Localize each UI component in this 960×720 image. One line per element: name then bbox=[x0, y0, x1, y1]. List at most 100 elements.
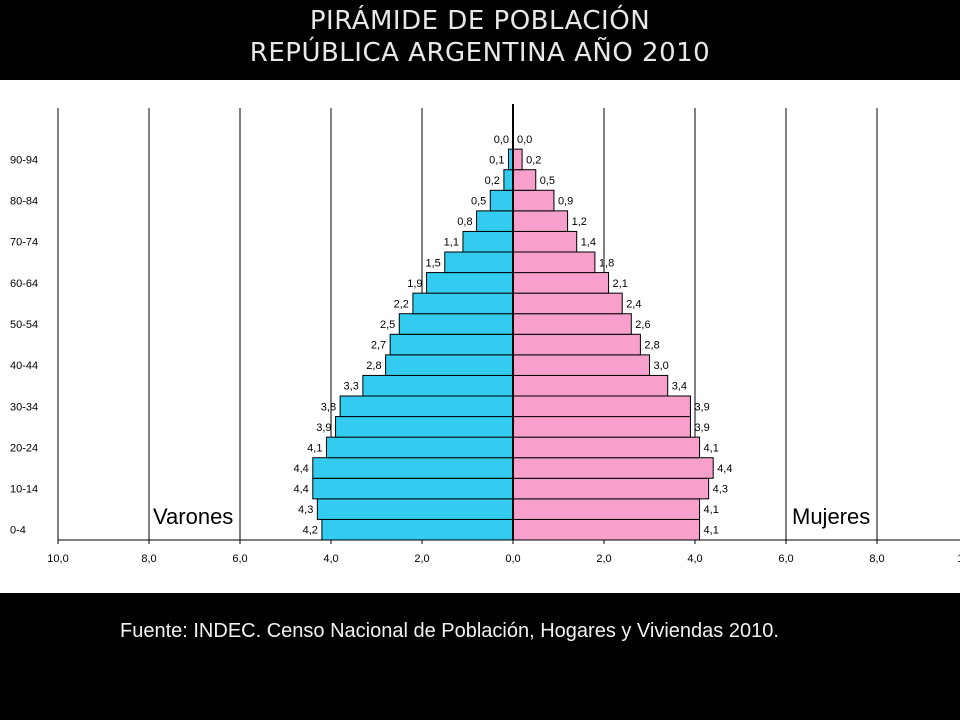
bar-varones bbox=[462, 230, 514, 253]
y-tick-label: 20-24 bbox=[10, 442, 38, 454]
data-label-varones: 3,3 bbox=[344, 381, 359, 393]
value-labels: 4,2 4,1 4,3 4,1 4,4 4,3 4,4 4,4 4,1 4,1 3,9 3,9 3,8 3… bbox=[294, 134, 733, 537]
y-tick-label: 50-54 bbox=[10, 319, 38, 331]
axes: 10,0 8,0 6,0 4,0 2,0 0,0 2,0 4,0 6,0 8,0 10,0 0-4 10… bbox=[10, 104, 960, 565]
y-tick-label: 60-64 bbox=[10, 278, 38, 290]
data-label-mujeres: 2,4 bbox=[626, 298, 641, 310]
bar-mujeres bbox=[512, 436, 701, 459]
x-tick-label: 2,0 bbox=[414, 553, 429, 565]
data-label-varones: 1,5 bbox=[425, 257, 440, 269]
x-tick-label: 0,0 bbox=[505, 553, 520, 565]
x-tick-label: 6,0 bbox=[232, 553, 247, 565]
data-label-mujeres: 2,6 bbox=[635, 319, 650, 331]
data-label-varones: 4,3 bbox=[298, 504, 313, 516]
legend-label-mujeres: Mujeres bbox=[792, 504, 870, 529]
data-label-mujeres: 4,1 bbox=[704, 442, 719, 454]
data-label-varones: 0,1 bbox=[489, 154, 504, 166]
bar-mujeres bbox=[512, 333, 641, 356]
legend-label-varones: Varones bbox=[153, 504, 233, 529]
bar-varones bbox=[503, 169, 514, 191]
y-tick-label: 90-94 bbox=[10, 154, 38, 166]
data-label-varones: 2,8 bbox=[366, 360, 381, 372]
x-tick-label: 4,0 bbox=[323, 553, 338, 565]
bar-mujeres bbox=[512, 354, 650, 376]
bars bbox=[312, 148, 714, 541]
bar-mujeres bbox=[512, 292, 623, 315]
x-tick-label: 2,0 bbox=[596, 553, 611, 565]
data-label-varones: 0,0 bbox=[494, 134, 509, 146]
bar-varones bbox=[316, 498, 514, 520]
data-label-varones: 2,5 bbox=[380, 319, 395, 331]
data-label-mujeres: 0,9 bbox=[558, 196, 573, 208]
bar-varones bbox=[312, 477, 514, 500]
bar-mujeres bbox=[512, 251, 596, 274]
bar-mujeres bbox=[512, 210, 569, 232]
bar-varones bbox=[362, 374, 514, 397]
data-label-mujeres: 2,8 bbox=[644, 340, 659, 352]
bar-varones bbox=[444, 251, 514, 274]
bar-varones bbox=[412, 292, 514, 315]
x-tick-label: 10,0 bbox=[957, 553, 960, 565]
x-tick-label: 8,0 bbox=[869, 553, 884, 565]
plot-panel: 4,2 4,1 4,3 4,1 4,4 4,3 4,4 4,4 4,1 4,1 3,9 3,9 3,8 3… bbox=[0, 80, 960, 593]
data-label-mujeres: 0,2 bbox=[526, 154, 541, 166]
bar-varones bbox=[389, 333, 514, 356]
chart-title-line-1: PIRÁMIDE DE POBLACIÓN bbox=[309, 6, 651, 36]
x-tick-label: 8,0 bbox=[141, 553, 156, 565]
x-tick-label: 4,0 bbox=[687, 553, 702, 565]
data-label-mujeres: 3,9 bbox=[694, 401, 709, 413]
bar-mujeres bbox=[512, 395, 691, 418]
data-label-varones: 4,4 bbox=[294, 463, 309, 475]
data-label-mujeres: 4,4 bbox=[717, 463, 732, 475]
bar-mujeres bbox=[512, 374, 669, 397]
bar-mujeres bbox=[512, 457, 714, 479]
data-label-mujeres: 3,0 bbox=[654, 360, 669, 372]
population-pyramid-chart: 4,2 4,1 4,3 4,1 4,4 4,3 4,4 4,4 4,1 4,1 3,9 3,9 3,8 3… bbox=[10, 104, 960, 565]
data-label-mujeres: 3,9 bbox=[694, 422, 709, 434]
data-label-varones: 1,9 bbox=[407, 278, 422, 290]
data-label-mujeres: 4,3 bbox=[713, 484, 728, 496]
bar-varones bbox=[426, 272, 514, 294]
data-label-varones: 4,2 bbox=[303, 525, 318, 537]
bar-mujeres bbox=[512, 189, 555, 212]
bar-varones bbox=[325, 436, 514, 459]
bar-mujeres bbox=[512, 272, 610, 294]
x-tick-label: 10,0 bbox=[47, 553, 68, 565]
data-label-mujeres: 3,4 bbox=[672, 381, 687, 393]
data-label-varones: 2,2 bbox=[394, 298, 409, 310]
bar-varones bbox=[339, 395, 514, 418]
bar-varones bbox=[476, 210, 514, 232]
bar-mujeres bbox=[512, 498, 701, 520]
y-tick-label: 10-14 bbox=[10, 484, 38, 496]
data-label-varones: 3,8 bbox=[321, 401, 336, 413]
data-label-mujeres: 1,2 bbox=[572, 216, 587, 228]
bar-varones bbox=[398, 313, 514, 335]
data-label-varones: 0,8 bbox=[457, 216, 472, 228]
data-label-varones: 4,1 bbox=[307, 442, 322, 454]
bar-varones bbox=[335, 416, 514, 438]
y-tick-label: 30-34 bbox=[10, 401, 38, 413]
data-label-varones: 1,1 bbox=[444, 237, 459, 249]
y-tick-label: 0-4 bbox=[10, 525, 26, 537]
data-label-varones: 4,4 bbox=[294, 484, 309, 496]
bar-mujeres bbox=[512, 477, 710, 500]
data-label-mujeres: 2,1 bbox=[613, 278, 628, 290]
data-label-varones: 0,5 bbox=[471, 196, 486, 208]
bar-varones bbox=[489, 189, 514, 212]
bar-mujeres bbox=[512, 518, 701, 541]
data-label-varones: 2,7 bbox=[371, 340, 386, 352]
bar-mujeres bbox=[512, 148, 523, 171]
y-tick-label: 80-84 bbox=[10, 196, 38, 208]
bar-mujeres bbox=[512, 313, 632, 335]
bar-mujeres bbox=[512, 416, 691, 438]
bar-mujeres bbox=[512, 169, 537, 191]
data-label-varones: 3,9 bbox=[316, 422, 331, 434]
data-label-mujeres: 0,5 bbox=[540, 175, 555, 187]
data-label-mujeres: 1,4 bbox=[581, 237, 596, 249]
data-label-mujeres: 1,8 bbox=[599, 257, 614, 269]
data-label-mujeres: 4,1 bbox=[704, 504, 719, 516]
title-block: PIRÁMIDE DE POBLACIÓN REPÚBLICA ARGENTIN… bbox=[0, 0, 960, 80]
data-label-mujeres: 4,1 bbox=[704, 525, 719, 537]
data-label-mujeres: 0,0 bbox=[517, 134, 532, 146]
source-note: Fuente: INDEC. Censo Nacional de Poblaci… bbox=[120, 620, 779, 642]
